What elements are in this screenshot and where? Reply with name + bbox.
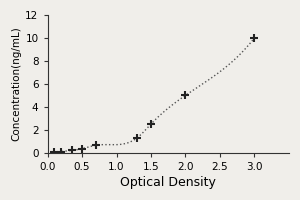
X-axis label: Optical Density: Optical Density xyxy=(120,176,216,189)
Y-axis label: Concentration(ng/mL): Concentration(ng/mL) xyxy=(11,27,21,141)
